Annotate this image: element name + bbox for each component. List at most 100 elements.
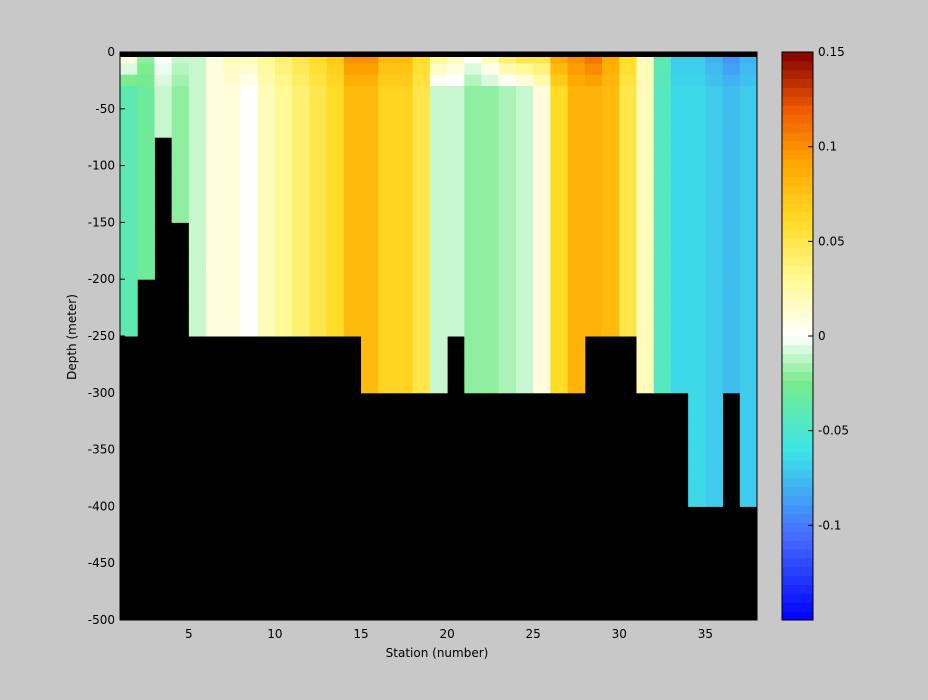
heatmap-cell: [670, 347, 689, 360]
heatmap-cell: [705, 426, 724, 439]
heatmap-cell: [309, 165, 328, 178]
heatmap-cell: [670, 267, 689, 280]
heatmap-cell: [378, 142, 396, 155]
colorbar-band: [782, 185, 813, 195]
heatmap-cell: [240, 279, 259, 292]
heatmap-cell: [361, 120, 379, 133]
heatmap-cell: [343, 97, 362, 110]
heatmap-cell: [739, 199, 758, 212]
heatmap-cell: [636, 290, 655, 303]
heatmap-cell: [722, 267, 741, 280]
heatmap-cell: [326, 267, 345, 280]
colorbar-band: [782, 78, 813, 89]
heatmap-cell: [533, 176, 551, 189]
heatmap-cell: [739, 86, 758, 98]
colorbar-band: [782, 575, 813, 586]
heatmap-cell: [567, 313, 586, 326]
heatmap-cell: [653, 131, 672, 144]
heatmap-cell: [602, 199, 620, 212]
heatmap-cell: [688, 301, 706, 314]
heatmap-cell: [602, 222, 620, 235]
heatmap-cell: [343, 267, 362, 280]
heatmap-cell: [567, 74, 586, 87]
heatmap-cell: [705, 449, 724, 462]
heatmap-cell: [705, 176, 724, 189]
heatmap-cell: [343, 86, 362, 98]
heatmap-cell: [188, 74, 207, 87]
heatmap-cell: [292, 131, 310, 144]
heatmap-cell: [240, 233, 259, 246]
heatmap-cell: [188, 324, 207, 337]
heatmap-cell: [481, 176, 500, 189]
heatmap-cell: [688, 404, 706, 417]
heatmap-cell: [515, 63, 534, 76]
heatmap-cell: [567, 63, 586, 76]
heatmap-cell: [395, 324, 414, 337]
heatmap-cell: [722, 142, 741, 155]
heatmap-cell: [515, 120, 534, 133]
colorbar-band: [782, 451, 813, 461]
heatmap-cell: [584, 108, 603, 121]
heatmap-cell: [343, 165, 362, 178]
heatmap-cell: [515, 176, 534, 189]
heatmap-cell: [550, 154, 569, 167]
heatmap-cell: [498, 120, 517, 133]
heatmap-cell: [206, 52, 224, 64]
colorbar-band: [782, 327, 813, 337]
surface-line: [120, 52, 757, 57]
heatmap-cell: [257, 324, 276, 337]
y-tick-label: -350: [88, 443, 115, 457]
heatmap-cell: [343, 324, 362, 337]
heatmap-cell: [670, 86, 689, 98]
heatmap-cell: [550, 74, 569, 87]
heatmap-cell: [240, 108, 259, 121]
heatmap-cell: [567, 52, 586, 64]
heatmap-cell: [619, 176, 637, 189]
colorbar-band: [782, 486, 813, 497]
heatmap-cell: [412, 245, 431, 257]
colorbar-tick-label: 0.15: [818, 45, 845, 59]
heatmap-cell: [343, 176, 362, 189]
heatmap-cell: [688, 233, 706, 246]
colorbar-band: [782, 442, 813, 452]
heatmap-cell: [309, 199, 328, 212]
heatmap-cell: [670, 142, 689, 155]
heatmap-cell: [257, 267, 276, 280]
heatmap-cell: [429, 97, 448, 110]
colorbar-band: [782, 371, 813, 381]
heatmap-cell: [722, 290, 741, 303]
heatmap-cell: [722, 120, 741, 133]
heatmap-cell: [722, 154, 741, 167]
heatmap-cell: [378, 131, 396, 144]
heatmap-cell: [584, 256, 603, 269]
heatmap-cell: [206, 245, 224, 257]
heatmap-cell: [292, 142, 310, 155]
heatmap-cell: [481, 188, 500, 201]
heatmap-cell: [584, 154, 603, 167]
heatmap-cell: [705, 370, 724, 382]
heatmap-cell: [550, 108, 569, 121]
heatmap-cell: [515, 211, 534, 223]
heatmap-cell: [429, 86, 448, 98]
heatmap-cell: [447, 52, 465, 64]
heatmap-cell: [412, 381, 431, 394]
heatmap-cell: [240, 290, 259, 303]
heatmap-cell: [309, 52, 328, 64]
heatmap-cell: [274, 211, 293, 223]
heatmap-cell: [602, 245, 620, 257]
heatmap-cell: [688, 324, 706, 337]
heatmap-cell: [653, 347, 672, 360]
heatmap-cell: [429, 74, 448, 87]
heatmap-cell: [464, 188, 483, 201]
heatmap-cell: [326, 290, 345, 303]
heatmap-cell: [515, 301, 534, 314]
heatmap-cell: [447, 142, 465, 155]
heatmap-cell: [429, 142, 448, 155]
heatmap-cell: [447, 290, 465, 303]
heatmap-cell: [240, 142, 259, 155]
heatmap-cell: [722, 86, 741, 98]
colorbar-band: [782, 114, 813, 124]
heatmap-cell: [653, 63, 672, 76]
heatmap-cell: [498, 267, 517, 280]
heatmap-cell: [206, 131, 224, 144]
